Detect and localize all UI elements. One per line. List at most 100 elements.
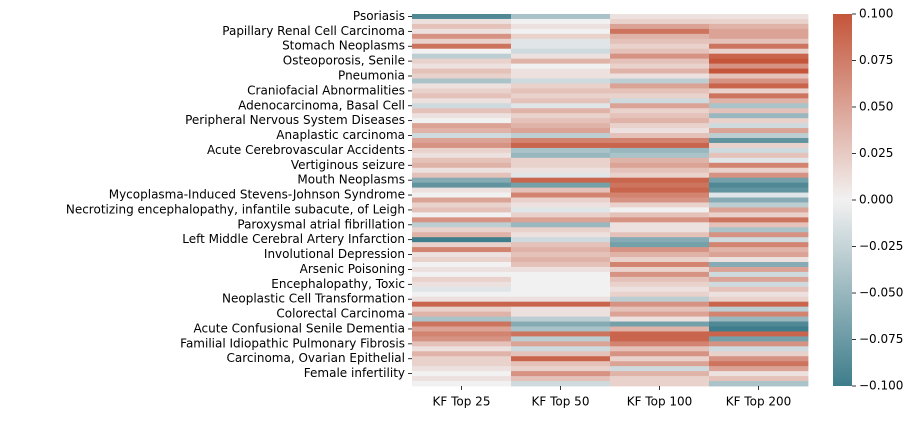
heat-cell (709, 252, 809, 258)
heat-cell (412, 68, 512, 74)
heat-cell (412, 296, 512, 303)
heat-cell (709, 217, 809, 223)
heat-cell (511, 212, 611, 218)
heat-cell (511, 271, 611, 278)
heat-cell (511, 266, 611, 273)
colorbar-tick-label: −0.050 (859, 286, 903, 300)
heat-cell (610, 366, 710, 372)
heat-cell (610, 346, 710, 352)
y-tick-label: Stomach Neoplasms (282, 39, 405, 53)
heat-cell (709, 341, 809, 347)
heat-cell (412, 103, 512, 109)
heat-cell (610, 232, 710, 238)
heat-cell (610, 142, 710, 149)
heat-cell (610, 157, 710, 164)
heat-cell (412, 266, 512, 273)
colorbar-tick-label: −0.075 (859, 332, 903, 346)
heat-cell (709, 23, 809, 30)
heat-cell (610, 23, 710, 30)
heat-cell (511, 252, 611, 258)
heat-cell (709, 138, 809, 144)
y-tick-label: Encephalopathy, Toxic (271, 277, 405, 291)
heat-cell (709, 276, 809, 283)
y-tick-label: Osteoporosis, Senile (283, 54, 405, 68)
heat-cell (511, 262, 611, 268)
heat-cell (610, 103, 710, 109)
heat-cell (610, 28, 710, 35)
heat-cell (511, 376, 611, 382)
heat-cell (412, 316, 512, 322)
heat-cell (511, 232, 611, 238)
heat-cell (610, 212, 710, 218)
heat-cell (511, 257, 611, 263)
heat-cell (709, 123, 809, 129)
y-tick-label: Pneumonia (338, 69, 405, 83)
heat-cell (412, 48, 512, 55)
colorbar-tick-label: 0.025 (859, 146, 893, 160)
heat-cell (610, 98, 710, 104)
heat-cell (709, 182, 809, 188)
heat-cell (610, 167, 710, 174)
heat-cell (610, 281, 710, 288)
heat-cell (610, 43, 710, 50)
y-tick-label: Arsenic Poisoning (300, 262, 405, 276)
heat-cell (412, 23, 512, 30)
heat-cell (511, 18, 611, 25)
y-tick-label: Psoriasis (353, 9, 405, 23)
heat-cell (412, 361, 512, 367)
heat-cell (610, 252, 710, 258)
heat-cell (412, 306, 512, 312)
heat-cell (709, 177, 809, 184)
y-tick-label: Adenocarcinoma, Basal Cell (238, 98, 405, 112)
heat-cell (511, 331, 611, 337)
heat-cell (610, 356, 710, 362)
heat-cell (412, 346, 512, 352)
heat-cell (709, 167, 809, 174)
heat-cell (412, 381, 512, 387)
y-tick-label: Left Middle Cerebral Artery Infarction (182, 232, 405, 246)
heat-cell (412, 217, 512, 223)
heat-cell (412, 58, 512, 64)
heat-cell (412, 326, 512, 332)
heat-cell (511, 118, 611, 124)
heat-cell (709, 247, 809, 253)
heat-cell (709, 361, 809, 367)
heat-cell (412, 247, 512, 253)
heat-cell (412, 237, 512, 243)
heat-cell (412, 281, 512, 288)
heat-cell (610, 321, 710, 327)
heat-cell (412, 108, 512, 114)
heat-cell (412, 138, 512, 144)
heat-cell (412, 252, 512, 258)
heat-cell (610, 33, 710, 40)
heat-cell (511, 103, 611, 109)
heat-cell (412, 271, 512, 278)
heat-cell (709, 336, 809, 342)
heat-cell (709, 237, 809, 243)
heat-cell (709, 53, 809, 60)
heat-cell (412, 257, 512, 263)
heat-cell (511, 217, 611, 223)
heat-cell (511, 53, 611, 60)
heat-cell (610, 237, 710, 243)
heat-cell (412, 147, 512, 154)
heat-cell (511, 202, 611, 208)
heat-cell (709, 202, 809, 208)
heat-cell (610, 227, 710, 233)
heat-cell (709, 142, 809, 149)
colorbar (833, 14, 852, 386)
heat-cell (412, 162, 512, 169)
heat-cell (709, 128, 809, 134)
heat-cell (511, 48, 611, 55)
heat-cell (709, 152, 809, 159)
heat-cell (511, 346, 611, 352)
heat-cell (511, 182, 611, 188)
heat-cell (511, 237, 611, 243)
heat-cell (610, 271, 710, 278)
heat-cell (412, 212, 512, 218)
heat-cell (412, 33, 512, 40)
heat-cell (412, 262, 512, 268)
heat-cell (709, 207, 809, 213)
heat-cell (709, 48, 809, 55)
heat-cell (412, 83, 512, 89)
